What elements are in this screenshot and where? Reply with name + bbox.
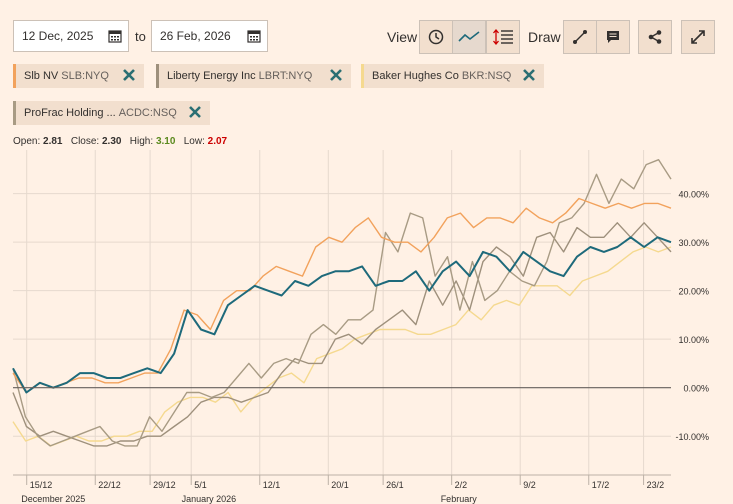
x-tick-label: 9/2	[523, 480, 536, 490]
series-line	[12, 246, 672, 447]
from-date-input[interactable]: 12 Dec, 2025	[13, 20, 129, 52]
series-tag-bkr[interactable]: Baker Hughes Co BKR:NSQ	[361, 64, 544, 88]
calendar-icon[interactable]	[247, 29, 261, 43]
series-symbol: BKR:NSQ	[461, 70, 512, 82]
series-tag-acdc[interactable]: ProFrac Holding ... ACDC:NSQ	[13, 101, 210, 125]
comment-icon	[607, 31, 619, 43]
draw-line-icon	[573, 30, 587, 44]
remove-series-icon[interactable]	[522, 68, 536, 82]
compare-view-button[interactable]	[486, 20, 520, 54]
low-label: Low:	[183, 136, 205, 147]
to-date-input[interactable]: 26 Feb, 2026	[151, 20, 268, 52]
x-tick-label: 12/1	[263, 480, 281, 490]
series-symbol: ACDC:NSQ	[118, 107, 177, 119]
remove-series-icon[interactable]	[122, 68, 136, 82]
x-tick-label: 23/2	[647, 480, 665, 490]
series-line	[12, 222, 672, 447]
from-date-value: 12 Dec, 2025	[22, 29, 94, 43]
y-tick-label: 30.00%	[678, 238, 709, 248]
draw-line-button[interactable]	[563, 20, 597, 54]
y-tick-label: 0.00%	[683, 384, 709, 394]
series-tag-lbrt[interactable]: Liberty Energy Inc LBRT:NYQ	[156, 64, 351, 88]
x-tick-label: 5/1	[194, 480, 207, 490]
series-symbol: LBRT:NYQ	[258, 70, 313, 82]
month-label: December 2025	[21, 494, 85, 504]
to-date-value: 26 Feb, 2026	[160, 29, 231, 43]
y-tick-label: 20.00%	[678, 287, 709, 297]
x-tick-label: 17/2	[592, 480, 610, 490]
y-tick-label: 40.00%	[678, 190, 709, 200]
open-value: 2.81	[43, 136, 63, 147]
x-tick-label: 22/12	[98, 480, 121, 490]
view-label: View	[387, 29, 418, 45]
share-button[interactable]	[638, 20, 672, 54]
x-tick-label: 20/1	[331, 480, 349, 490]
y-tick-label: -10.00%	[675, 432, 709, 442]
fullscreen-button[interactable]	[681, 20, 715, 54]
series-tag-slb[interactable]: Slb NV SLB:NYQ	[13, 64, 144, 88]
date-range-separator: to	[135, 29, 146, 44]
expand-icon	[691, 30, 705, 44]
x-tick-label: 29/12	[153, 480, 176, 490]
series-name: ProFrac Holding ...	[24, 107, 116, 119]
series-name: Slb NV	[24, 70, 59, 82]
month-label: January 2026	[182, 494, 237, 504]
annotation-button[interactable]	[596, 20, 630, 54]
month-label: February	[441, 494, 478, 504]
draw-label: Draw	[528, 29, 561, 45]
series-line	[12, 197, 672, 394]
range-lines-icon	[493, 29, 513, 45]
clock-icon	[428, 29, 444, 45]
open-label: Open:	[13, 136, 41, 147]
series-line	[12, 158, 672, 447]
series-line	[12, 236, 672, 394]
calendar-icon[interactable]	[108, 29, 122, 43]
remove-series-icon[interactable]	[329, 68, 343, 82]
series-name: Liberty Energy Inc	[167, 70, 256, 82]
series-symbol: SLB:NYQ	[61, 70, 109, 82]
share-icon	[648, 30, 662, 44]
low-value: 2.07	[207, 136, 228, 147]
x-tick-label: 15/12	[30, 480, 53, 490]
ohlc-stats: Open: 2.81 Close: 2.30 High: 3.10 Low: 2…	[13, 136, 227, 147]
x-tick-label: 26/1	[386, 480, 404, 490]
close-value: 2.30	[101, 136, 122, 147]
high-label: High:	[129, 136, 154, 147]
line-view-button[interactable]	[452, 20, 486, 54]
close-label: Close:	[70, 136, 100, 147]
price-chart[interactable]: 40.00% 30.00% 20.00% 10.00% 0.00% -10.00% 15/1…	[0, 150, 733, 504]
history-view-button[interactable]	[419, 20, 453, 54]
x-tick-label: 2/2	[455, 480, 468, 490]
y-tick-label: 10.00%	[678, 335, 709, 345]
line-chart-icon	[458, 31, 480, 42]
remove-series-icon[interactable]	[188, 105, 202, 119]
series-name: Baker Hughes Co	[372, 70, 459, 82]
high-value: 3.10	[155, 136, 176, 147]
